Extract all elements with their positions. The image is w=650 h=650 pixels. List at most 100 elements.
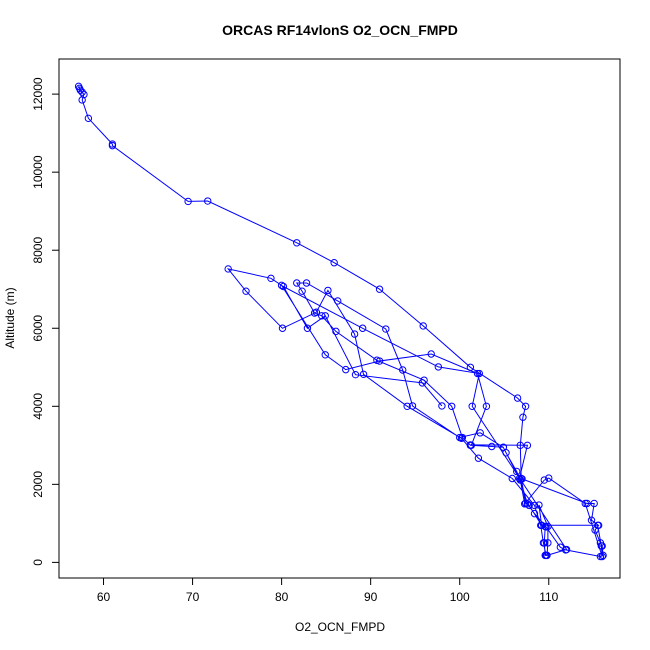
data-point [535, 501, 543, 509]
data-point [403, 402, 411, 411]
data-point [408, 402, 417, 410]
data-point [418, 379, 427, 387]
y-tick-label: 10000 [31, 155, 45, 189]
x-tick-label: 90 [364, 590, 378, 604]
y-tick-label: 4000 [31, 393, 45, 420]
x-axis: 60 70 80 90 100 110 [97, 577, 559, 604]
data-point [545, 474, 553, 482]
data-point [434, 363, 443, 371]
y-axis: 0 2000 4000 6000 8000 10000 12000 [31, 77, 60, 566]
y-tick-label: 0 [31, 559, 45, 566]
data-point [334, 297, 342, 305]
series-layer [74, 82, 607, 561]
data-point [515, 474, 524, 483]
data-point [74, 82, 83, 91]
data-point [419, 322, 427, 330]
data-point [539, 539, 548, 547]
x-tick-label: 100 [450, 590, 470, 604]
data-point [224, 265, 232, 273]
data-point [242, 287, 250, 295]
data-point [310, 309, 319, 317]
data-point [598, 552, 606, 561]
data-point [184, 197, 192, 206]
data-point [513, 467, 521, 476]
data-point [543, 551, 551, 560]
data-point [76, 86, 85, 94]
data-point [373, 356, 381, 364]
x-tick-label: 80 [275, 590, 289, 604]
data-point [544, 522, 552, 531]
data-point [351, 370, 360, 379]
data-point [375, 285, 384, 293]
data-point [482, 402, 491, 411]
data-point [321, 312, 329, 320]
data-point [466, 363, 475, 371]
y-axis-label: Altitude (m) [3, 287, 17, 348]
data-point [399, 366, 407, 374]
data-point [358, 324, 367, 332]
data-point [302, 279, 311, 287]
data-point [277, 281, 286, 290]
data-point [508, 474, 516, 483]
data-point [298, 287, 306, 295]
data-point [516, 476, 524, 484]
data-point [523, 441, 532, 450]
x-axis-label: O2_OCN_FMPD [295, 620, 385, 634]
data-point [278, 324, 287, 332]
data-point [324, 286, 332, 295]
data-point [523, 500, 532, 508]
data-point [499, 443, 508, 451]
data-point [590, 499, 598, 508]
data-point [78, 96, 86, 104]
data-point [594, 521, 602, 530]
data-point [317, 312, 326, 320]
data-point [530, 509, 539, 518]
data-point [303, 324, 312, 332]
data-point [382, 325, 390, 333]
data-point [78, 88, 86, 96]
y-tick-label: 12000 [31, 77, 45, 111]
data-point [468, 402, 476, 411]
data-point [525, 501, 533, 510]
data-point [513, 394, 522, 402]
data-point [293, 239, 301, 247]
data-point [521, 500, 529, 508]
data-point [438, 402, 446, 410]
data-point [597, 542, 605, 550]
data-point [466, 441, 475, 450]
x-tick-label: 70 [186, 590, 200, 604]
x-tick-label: 60 [97, 590, 111, 604]
data-point [204, 197, 212, 205]
y-tick-label: 2000 [31, 471, 45, 498]
data-point [330, 258, 338, 267]
data-point [475, 369, 484, 378]
data-point [458, 433, 467, 442]
data-point [519, 413, 527, 421]
data-point [587, 516, 596, 524]
data-point [544, 539, 552, 547]
plot-frame [58, 58, 621, 579]
data-point [84, 114, 93, 123]
data-point [516, 441, 524, 450]
y-tick-label: 8000 [31, 237, 45, 264]
data-point [488, 442, 496, 451]
data-point [332, 327, 340, 336]
data-point [474, 454, 483, 462]
data-point [359, 370, 368, 379]
data-point [476, 429, 484, 437]
data-point [293, 279, 301, 287]
data-point [456, 433, 464, 442]
series-line [78, 86, 604, 558]
data-point [321, 351, 329, 359]
data-point [267, 274, 275, 283]
data-point [427, 350, 435, 358]
data-point [448, 402, 456, 411]
data-point [108, 141, 117, 150]
chart-title: ORCAS RF14vlonS O2_OCN_FMPD [222, 22, 458, 38]
data-point [581, 499, 589, 508]
data-point [521, 402, 530, 411]
data-point [530, 501, 539, 510]
data-point [350, 330, 359, 338]
y-tick-label: 6000 [31, 315, 45, 342]
